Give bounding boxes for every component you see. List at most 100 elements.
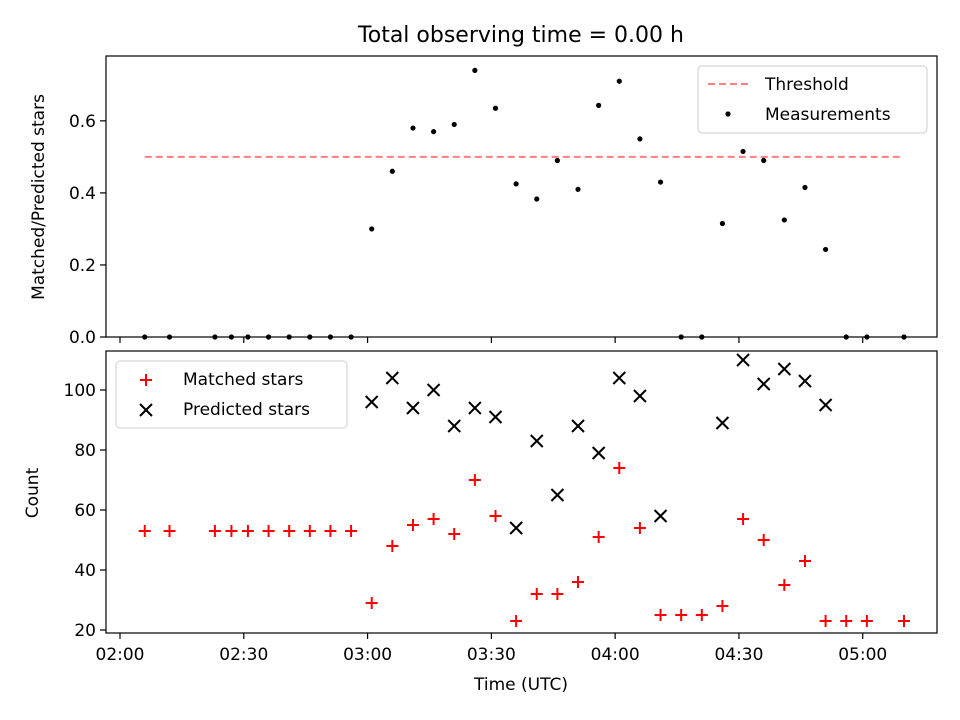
bottom-y-tick-label: 60 bbox=[74, 501, 96, 521]
matched-star-point bbox=[345, 525, 358, 537]
chart-title: Total observing time = 0.00 h bbox=[357, 23, 684, 48]
measurement-point bbox=[554, 157, 560, 164]
legend-measurements-dot bbox=[725, 111, 731, 117]
predicted-star-point bbox=[406, 401, 420, 415]
legend-predicted-marker bbox=[139, 403, 153, 417]
matched-star-point bbox=[283, 525, 296, 537]
measurement-point bbox=[410, 125, 416, 131]
measurement-point bbox=[719, 220, 726, 227]
predicted-star-point bbox=[798, 374, 812, 388]
top-y-tick-label: 0.0 bbox=[69, 328, 96, 348]
x-tick-label: 03:00 bbox=[343, 645, 392, 665]
measurement-point bbox=[389, 168, 395, 174]
predicted-star-point bbox=[426, 383, 441, 397]
matched-star-point bbox=[840, 615, 853, 627]
matched-star-point bbox=[138, 525, 151, 537]
measurement-point bbox=[472, 67, 478, 74]
matched-star-point bbox=[365, 597, 378, 609]
predicted-star-point bbox=[591, 446, 606, 460]
matched-star-point bbox=[530, 588, 543, 600]
x-tick-label: 02:30 bbox=[219, 645, 268, 665]
predicted-star-point bbox=[777, 362, 792, 376]
matched-star-point bbox=[225, 525, 238, 537]
top-axes-frame bbox=[105, 55, 938, 338]
predicted-star-point bbox=[550, 488, 565, 502]
matched-star-point bbox=[489, 510, 502, 522]
measurement-point bbox=[534, 196, 540, 202]
bottom-legend: Matched stars Predicted stars bbox=[115, 360, 348, 429]
measurement-point bbox=[492, 105, 499, 111]
measurement-point bbox=[740, 148, 746, 155]
matched-star-point bbox=[695, 609, 708, 621]
top-legend: Threshold Measurements bbox=[697, 65, 928, 134]
measurement-point bbox=[657, 179, 664, 185]
measurement-point bbox=[781, 217, 787, 223]
bottom-legend-box bbox=[115, 360, 348, 429]
measurement-point bbox=[596, 102, 602, 108]
predicted-star-point bbox=[447, 419, 461, 433]
predicted-star-point bbox=[612, 371, 626, 385]
predicted-star-point bbox=[364, 395, 379, 409]
legend-threshold-label: Threshold bbox=[764, 75, 849, 95]
measurement-point bbox=[761, 157, 767, 164]
matched-star-point bbox=[510, 615, 523, 627]
top-y-axis-label: Matched/Predicted stars bbox=[29, 94, 49, 300]
x-tick-label: 05:00 bbox=[838, 645, 887, 665]
bottom-y-ticks: 20 40 60 80 100 bbox=[64, 381, 106, 641]
measurement-point bbox=[637, 136, 643, 142]
matched-star-point bbox=[633, 522, 646, 534]
top-x-tick-marks bbox=[119, 337, 864, 343]
bottom-y-tick-label: 80 bbox=[74, 441, 96, 461]
legend-matched-label: Matched stars bbox=[183, 370, 303, 390]
measurement-point bbox=[513, 181, 519, 187]
matched-star-point bbox=[303, 525, 316, 537]
matched-star-point bbox=[592, 531, 605, 543]
predicted-star-point bbox=[488, 410, 503, 424]
predicted-star-point bbox=[715, 416, 730, 430]
x-axis-label: Time (UTC) bbox=[473, 675, 568, 695]
top-y-ticks: 0.0 0.2 0.4 0.6 bbox=[69, 112, 106, 348]
matched-star-point bbox=[163, 525, 176, 537]
matched-star-point bbox=[654, 609, 667, 621]
x-tick-label: 02:00 bbox=[96, 645, 145, 665]
measurement-point bbox=[802, 184, 808, 191]
matched-star-point bbox=[898, 615, 910, 627]
matched-star-point bbox=[262, 525, 275, 537]
predicted-star-point bbox=[530, 434, 544, 448]
bottom-y-tick-label: 20 bbox=[74, 621, 96, 641]
bottom-axes-frame bbox=[105, 350, 938, 634]
predicted-star-point bbox=[385, 371, 400, 385]
measurement-point bbox=[369, 226, 375, 232]
matched-star-point bbox=[551, 588, 564, 600]
measurement-point bbox=[451, 121, 457, 128]
legend-predicted-label: Predicted stars bbox=[183, 400, 310, 420]
predicted-star-point bbox=[736, 353, 750, 367]
matched-star-point bbox=[386, 540, 399, 552]
measurement-point bbox=[823, 246, 829, 253]
x-tick-label: 03:30 bbox=[467, 645, 516, 665]
legend-matched-marker bbox=[140, 374, 152, 386]
measurement-point bbox=[431, 129, 437, 135]
matched-star-point bbox=[737, 513, 750, 525]
matched-star-point bbox=[427, 513, 440, 525]
measurement-point bbox=[575, 186, 581, 192]
matched-star-point bbox=[757, 534, 770, 546]
matched-star-point bbox=[819, 615, 832, 627]
predicted-star-point bbox=[818, 398, 833, 412]
matched-star-point bbox=[675, 609, 688, 621]
bottom-y-tick-label: 100 bbox=[64, 381, 96, 401]
predicted-star-point bbox=[633, 389, 647, 403]
matched-star-point bbox=[778, 579, 791, 591]
matched-star-point bbox=[572, 576, 585, 588]
matched-star-point bbox=[406, 519, 419, 531]
matched-star-point bbox=[468, 474, 481, 486]
x-tick-label: 04:30 bbox=[714, 645, 763, 665]
matched-star-point bbox=[324, 525, 337, 537]
predicted-star-point bbox=[653, 509, 668, 523]
legend-measurements-label: Measurements bbox=[765, 105, 891, 125]
bottom-y-tick-label: 40 bbox=[74, 561, 96, 581]
x-tick-label: 04:00 bbox=[591, 645, 640, 665]
matched-star-point bbox=[613, 462, 626, 474]
predicted-star-point bbox=[468, 401, 482, 415]
